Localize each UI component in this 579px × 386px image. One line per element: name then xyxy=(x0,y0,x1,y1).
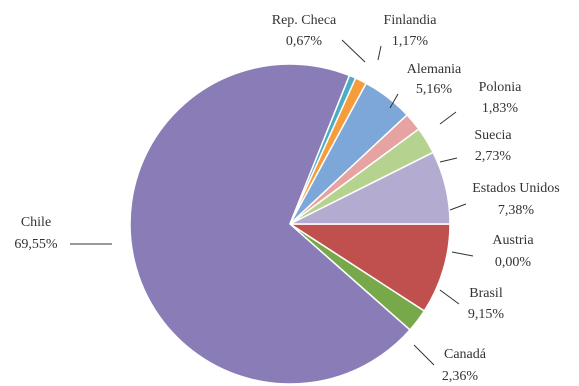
pie-slice-estados-unidos xyxy=(289,151,451,225)
data-label-chile-name: Chile xyxy=(21,215,51,230)
data-label-estados-unidos-name: Estados Unidos xyxy=(472,181,560,196)
pie-slices xyxy=(129,63,451,385)
pie-slice-brasil xyxy=(287,223,451,313)
data-label-rep-checa-value: 0,67% xyxy=(286,34,323,49)
leader-line xyxy=(439,111,457,125)
data-label-canada-value: 2,36% xyxy=(442,369,479,384)
leader-line xyxy=(451,251,474,257)
data-label-finlandia-value: 1,17% xyxy=(392,34,429,49)
data-label-chile-value: 69,55% xyxy=(14,237,58,252)
leader-line xyxy=(439,157,458,163)
data-label-canada-name: Canadá xyxy=(444,347,487,362)
data-label-suecia-value: 2,73% xyxy=(475,149,512,164)
data-label-austria-name: Austria xyxy=(492,233,534,248)
leader-line xyxy=(389,93,399,109)
leader-line xyxy=(449,203,467,211)
data-label-alemania-name: Alemania xyxy=(407,62,462,77)
data-label-alemania-value: 5,16% xyxy=(416,82,453,97)
pie-slice-chile xyxy=(129,63,412,385)
data-label-suecia-name: Suecia xyxy=(474,128,512,143)
data-label-polonia-name: Polonia xyxy=(479,80,523,95)
data-label-polonia-value: 1,83% xyxy=(482,101,519,116)
data-label-finlandia-name: Finlandia xyxy=(384,13,438,28)
data-label-brasil-value: 9,15% xyxy=(468,307,505,322)
leader-line xyxy=(377,45,382,61)
data-label-estados-unidos-value: 7,38% xyxy=(498,203,535,218)
data-label-brasil-name: Brasil xyxy=(469,286,503,301)
leader-line xyxy=(413,344,435,366)
data-label-rep-checa-name: Rep. Checa xyxy=(272,13,337,28)
leader-line xyxy=(341,39,366,63)
leader-line xyxy=(439,289,460,305)
data-label-austria-value: 0,00% xyxy=(495,255,532,270)
label-leader-lines xyxy=(70,39,474,366)
